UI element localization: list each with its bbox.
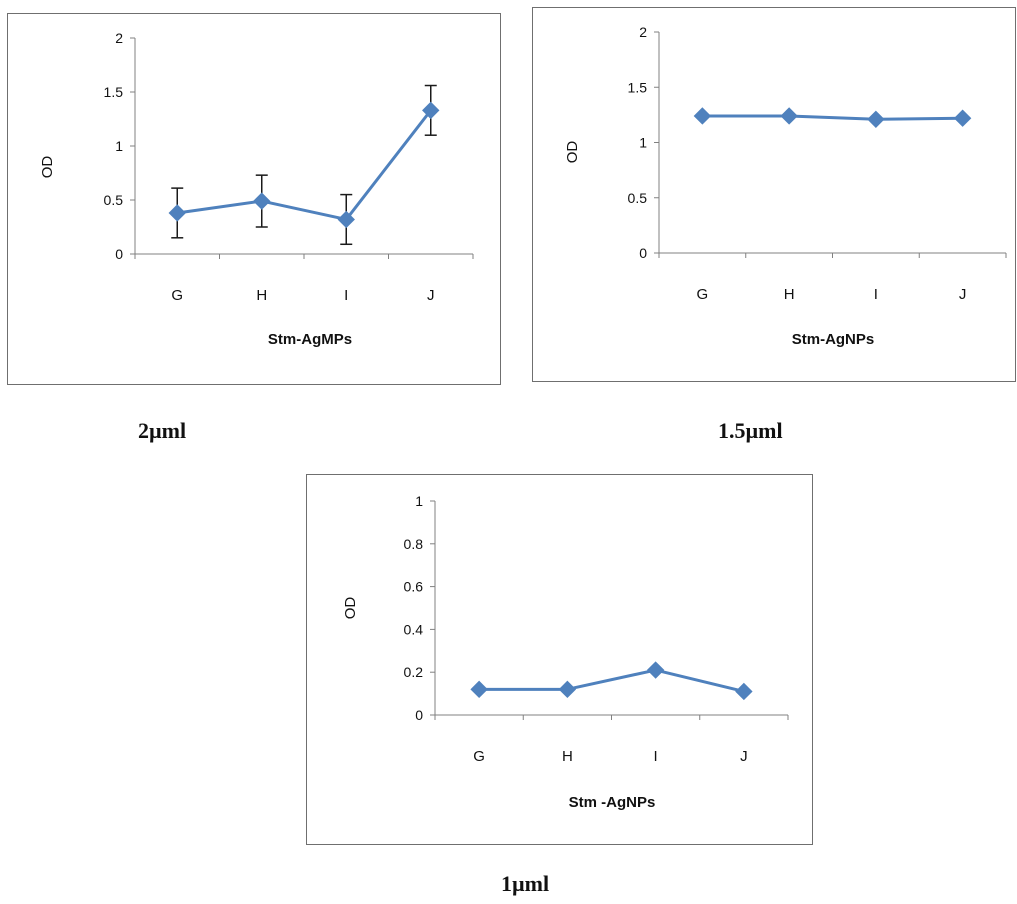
chart-2-caption: 1.5µml xyxy=(718,418,783,443)
y-axis-label: OD xyxy=(342,597,359,620)
y-tick-label: 0 xyxy=(115,246,123,262)
x-tick-label: H xyxy=(256,287,267,304)
data-point-marker xyxy=(646,661,665,679)
series-line xyxy=(177,109,432,221)
x-tick-label: J xyxy=(427,287,435,304)
x-axis-label: Stm-AgNPs xyxy=(792,331,875,348)
chart-1-svg: OD Stm-AgMPs 0 0.5 1 1.5 2 G H I J xyxy=(39,30,474,348)
chart-1-caption: 2µml xyxy=(138,418,187,443)
y-tick-label: 0.4 xyxy=(404,621,424,637)
y-tick-label: 1.5 xyxy=(628,79,648,95)
data-point-marker xyxy=(337,210,355,229)
data-point-marker xyxy=(780,107,798,125)
chart-panel-3: OD Stm -AgNPs 0 0.2 0.4 0.6 0.8 1 G H I J xyxy=(306,474,813,845)
data-point-marker xyxy=(253,192,271,210)
x-tick-label: G xyxy=(171,287,183,304)
chart-2-svg: OD Stm-AgNPs 0 0.5 1 1.5 2 G H I J xyxy=(564,24,1007,348)
y-tick-label: 0.8 xyxy=(404,536,424,552)
x-axis-label: Stm-AgMPs xyxy=(268,331,352,348)
x-tick-label: G xyxy=(697,286,709,303)
y-tick-label: 0.5 xyxy=(104,192,124,208)
x-tick-label: H xyxy=(784,286,795,303)
y-tick-label: 1 xyxy=(639,135,647,151)
y-tick-label: 2 xyxy=(639,24,647,40)
chart-panel-2: OD Stm-AgNPs 0 0.5 1 1.5 2 G H I J xyxy=(532,7,1016,382)
chart-3-caption: 1µml xyxy=(501,871,550,896)
y-tick-label: 1 xyxy=(115,138,123,154)
y-tick-label: 0.6 xyxy=(404,579,424,595)
data-point-marker xyxy=(168,204,186,222)
y-axis-label: OD xyxy=(564,141,581,164)
x-tick-label: I xyxy=(344,287,348,304)
x-tick-label: J xyxy=(959,286,967,303)
data-point-marker xyxy=(735,682,753,701)
x-axis-label: Stm -AgNPs xyxy=(569,794,656,811)
chart-panel-1: OD Stm-AgMPs 0 0.5 1 1.5 2 G H I J xyxy=(7,13,501,385)
x-tick-label: I xyxy=(874,286,878,303)
y-axis-label: OD xyxy=(39,156,56,179)
y-tick-label: 1 xyxy=(415,493,423,509)
data-point-marker xyxy=(953,109,972,127)
chart-3-svg: OD Stm -AgNPs 0 0.2 0.4 0.6 0.8 1 G H I J xyxy=(342,493,789,811)
data-point-marker xyxy=(693,107,712,125)
y-tick-label: 1.5 xyxy=(104,84,124,100)
data-point-marker xyxy=(558,680,577,699)
x-tick-label: I xyxy=(654,748,658,765)
x-tick-label: H xyxy=(562,748,573,765)
y-tick-label: 0 xyxy=(639,245,647,261)
x-tick-label: G xyxy=(473,748,485,765)
data-point-marker xyxy=(867,110,885,129)
series-line xyxy=(702,114,963,121)
x-tick-label: J xyxy=(740,748,748,765)
y-tick-label: 2 xyxy=(115,30,123,46)
y-tick-label: 0.2 xyxy=(404,664,424,680)
y-tick-label: 0.5 xyxy=(628,190,648,206)
data-point-marker xyxy=(422,101,440,120)
series-line xyxy=(479,668,745,693)
data-point-marker xyxy=(470,680,488,699)
y-tick-label: 0 xyxy=(415,707,423,723)
